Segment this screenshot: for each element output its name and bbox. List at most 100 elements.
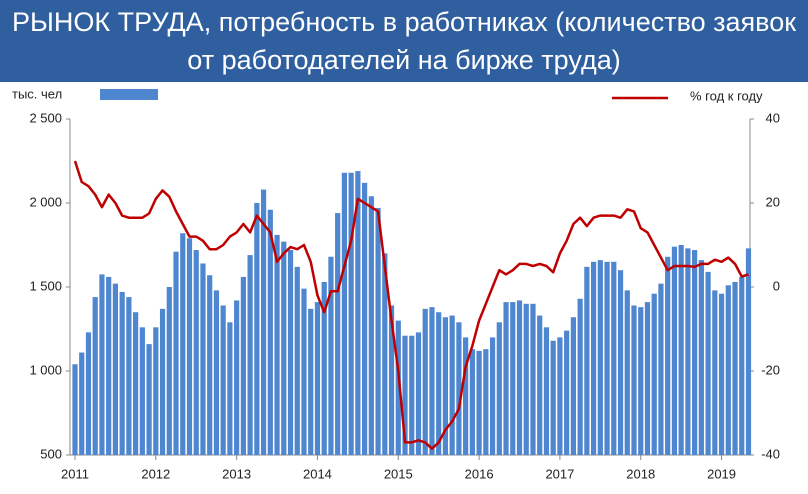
x-tick-label: 2014 [303, 466, 332, 481]
bar [193, 250, 199, 455]
bar [247, 255, 253, 455]
bar [476, 350, 482, 455]
bar [341, 172, 347, 455]
bar [577, 298, 583, 455]
bar [456, 322, 462, 455]
bar [712, 290, 718, 455]
bar [355, 171, 361, 455]
bar [328, 256, 334, 455]
y-tick-label: 2 500 [29, 110, 62, 125]
bar [402, 335, 408, 455]
bar [92, 297, 98, 455]
bar [543, 327, 550, 455]
bar [705, 271, 711, 455]
y-axis-label: тыс. чел [12, 86, 62, 101]
bar [146, 344, 152, 455]
bar [348, 172, 354, 455]
bar [449, 315, 455, 455]
bar [584, 266, 590, 455]
legend-label: % год к году [690, 88, 763, 103]
bar [644, 302, 651, 455]
bar [597, 260, 603, 455]
y2-tick-label: -20 [761, 362, 780, 377]
bar [671, 246, 678, 455]
x-tick-label: 2016 [465, 466, 494, 481]
bar [72, 364, 78, 455]
bar [732, 281, 738, 455]
bar [503, 302, 509, 455]
bar [159, 308, 166, 455]
bar [590, 261, 597, 455]
bar [166, 287, 172, 455]
bar [240, 276, 246, 455]
x-tick-label: 2013 [222, 466, 251, 481]
bar [112, 283, 119, 455]
bar [335, 213, 341, 455]
bar [314, 302, 321, 455]
bar [207, 275, 213, 455]
bar [126, 297, 132, 455]
bar [685, 248, 691, 455]
bar [557, 337, 563, 455]
bar [530, 303, 536, 455]
bar [463, 337, 469, 455]
x-tick-label: 2018 [626, 466, 655, 481]
bar [658, 283, 664, 455]
bar [617, 270, 624, 455]
bar [139, 327, 145, 455]
bar [611, 261, 617, 455]
bar [604, 261, 610, 455]
bar [220, 305, 226, 455]
x-tick-label: 2019 [707, 466, 736, 481]
legend-swatch [100, 89, 158, 100]
bar [436, 312, 442, 455]
bar [308, 308, 314, 455]
bar [745, 248, 752, 455]
bar [388, 305, 395, 455]
bar [260, 189, 267, 455]
bar [442, 317, 449, 455]
bar [301, 288, 307, 455]
bar [321, 281, 327, 455]
bar [516, 300, 523, 455]
bar [489, 337, 496, 455]
bar [274, 234, 280, 455]
bar [375, 208, 381, 455]
bar [483, 349, 489, 455]
bar [469, 349, 475, 455]
bar [99, 274, 105, 455]
bar [133, 312, 139, 455]
bar [79, 352, 85, 455]
bar [106, 276, 112, 455]
bar [550, 340, 556, 455]
y-tick-label: 1 000 [29, 362, 62, 377]
bar [510, 302, 516, 455]
bar [85, 332, 92, 455]
bar [718, 293, 725, 455]
bar [537, 315, 543, 455]
bar [570, 317, 576, 455]
x-tick-label: 2012 [141, 466, 170, 481]
bar [119, 292, 125, 455]
bar [651, 293, 657, 455]
bar [173, 251, 179, 455]
bar [564, 330, 570, 455]
y2-tick-label: 40 [766, 110, 780, 125]
bar [665, 256, 671, 455]
bar [294, 266, 300, 455]
y2-tick-label: 0 [773, 278, 780, 293]
bar [186, 238, 193, 455]
bar [638, 307, 644, 455]
bar [692, 250, 698, 455]
bar [382, 253, 388, 455]
line [73, 160, 749, 450]
bar [180, 233, 186, 455]
bar [234, 300, 240, 455]
y2-tick-label: 20 [766, 194, 780, 209]
x-tick-label: 2011 [61, 466, 89, 481]
bar [496, 322, 502, 455]
bar [415, 332, 422, 455]
bar [739, 276, 745, 455]
x-tick-label: 2017 [545, 466, 574, 481]
